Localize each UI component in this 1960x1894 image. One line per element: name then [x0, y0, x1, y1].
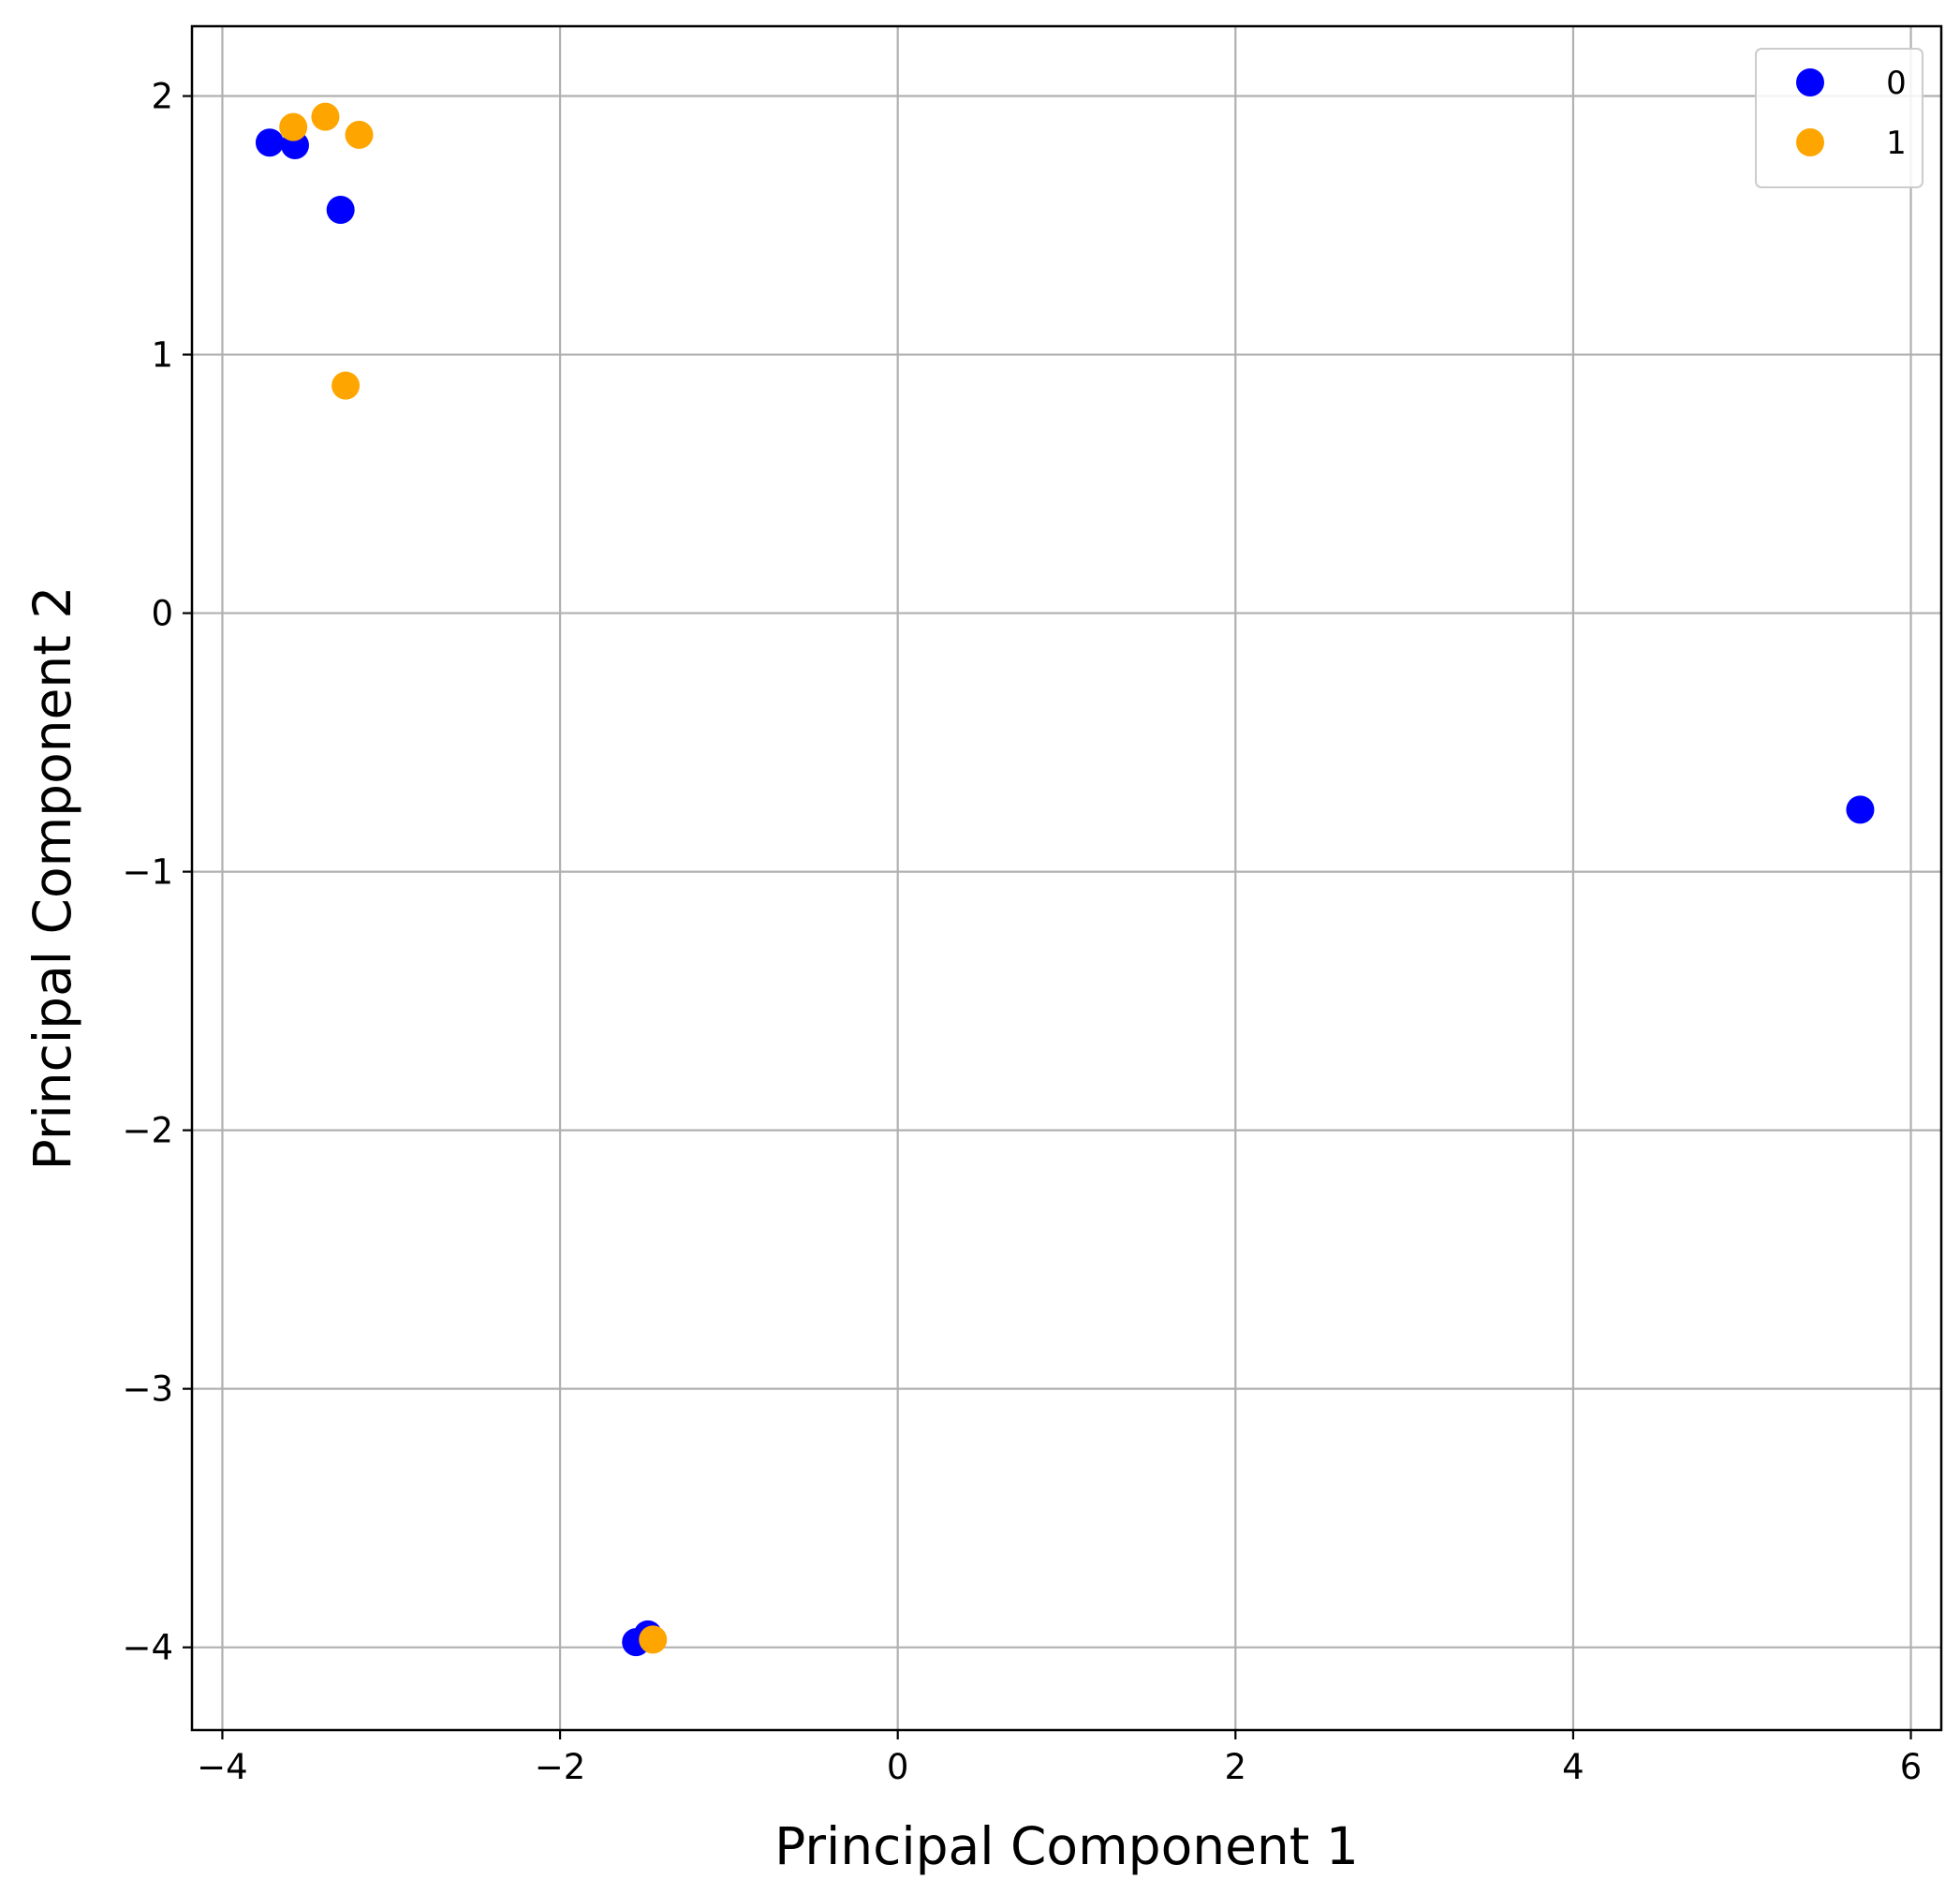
- data-point-series-1: [345, 120, 374, 149]
- legend-label-1: 1: [1886, 125, 1907, 162]
- grid-lines: [192, 26, 1941, 1730]
- data-point-series-1: [279, 112, 308, 141]
- x-tick-label: 2: [1225, 1747, 1247, 1787]
- x-tick-label: −4: [197, 1747, 248, 1787]
- data-point-series-1: [311, 102, 340, 131]
- x-tick-label: 0: [887, 1747, 909, 1787]
- data-point-series-1: [639, 1625, 668, 1654]
- y-tick-label: −2: [122, 1111, 173, 1151]
- legend: 01: [1755, 48, 1923, 188]
- data-point-series-0: [255, 128, 284, 157]
- plot-frame: [190, 24, 1943, 1732]
- y-tick-label: −1: [122, 852, 173, 893]
- legend-marker-1: [1796, 128, 1824, 156]
- data-point-series-0: [1846, 795, 1875, 824]
- data-point-series-0: [326, 195, 355, 224]
- legend-marker-0: [1796, 68, 1824, 96]
- x-axis-label: Principal Component 1: [774, 1816, 1359, 1876]
- y-axis-label: Principal Component 2: [22, 586, 82, 1171]
- y-tick-label: −4: [122, 1628, 173, 1668]
- legend-label-0: 0: [1886, 65, 1907, 102]
- y-tick-label: 1: [151, 335, 173, 376]
- x-tick-label: 6: [1900, 1747, 1923, 1787]
- x-tick-label: 4: [1562, 1747, 1584, 1787]
- x-tick-label: −2: [535, 1747, 586, 1787]
- y-tick-label: 0: [151, 594, 173, 634]
- axis-ticks: −4 −2 0 2 4 6 −4 −3 −2 −1 0 1 2: [122, 77, 1922, 1787]
- data-points: [255, 102, 1875, 1657]
- y-tick-label: −3: [122, 1369, 173, 1410]
- data-point-series-1: [332, 371, 361, 400]
- y-tick-label: 2: [151, 77, 173, 117]
